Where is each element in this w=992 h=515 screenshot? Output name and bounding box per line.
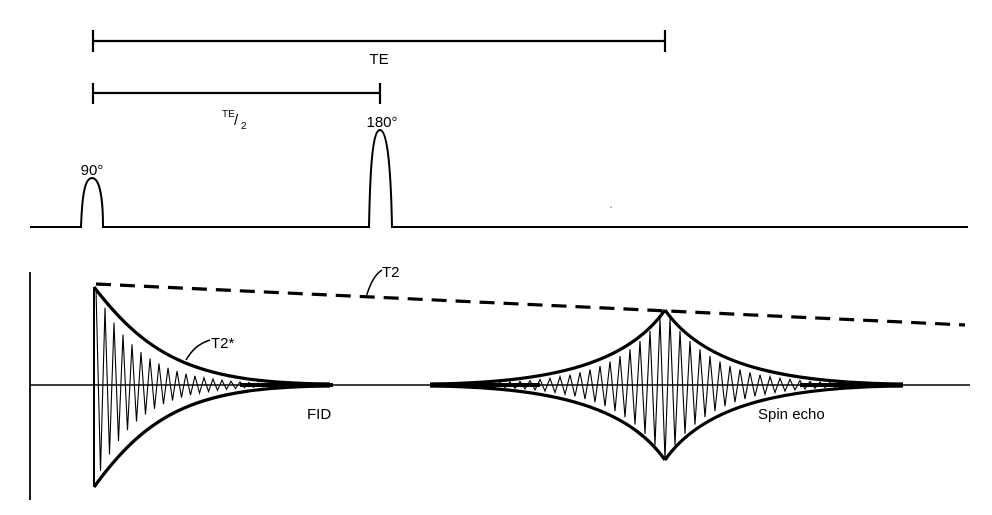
te-half-numerator: TE [222, 109, 235, 120]
t2-label: T2 [382, 264, 400, 281]
echo-envelope [429, 309, 904, 461]
rf-pulse-line [30, 128, 968, 228]
fid-label: FID [307, 406, 331, 423]
t2-decay-line [95, 282, 966, 327]
te-half-denominator: 2 [241, 121, 247, 132]
te-half-bracket [91, 83, 382, 104]
t2-star-label: T2* [211, 335, 235, 352]
fid-envelope [92, 286, 331, 488]
pulse-180-label: 180° [366, 114, 397, 131]
echo-oscillation [469, 318, 861, 460]
spin-echo-label: Spin echo [758, 406, 825, 423]
te-half-label: TE / 2 [222, 109, 247, 132]
te-half-slash: / [234, 112, 239, 129]
speck [610, 206, 612, 208]
t2-leader [365, 269, 383, 298]
te-bracket [91, 30, 667, 52]
pulse-90-label: 90° [81, 162, 104, 179]
te-label: TE [369, 51, 388, 68]
t2-star-leader [185, 339, 211, 361]
